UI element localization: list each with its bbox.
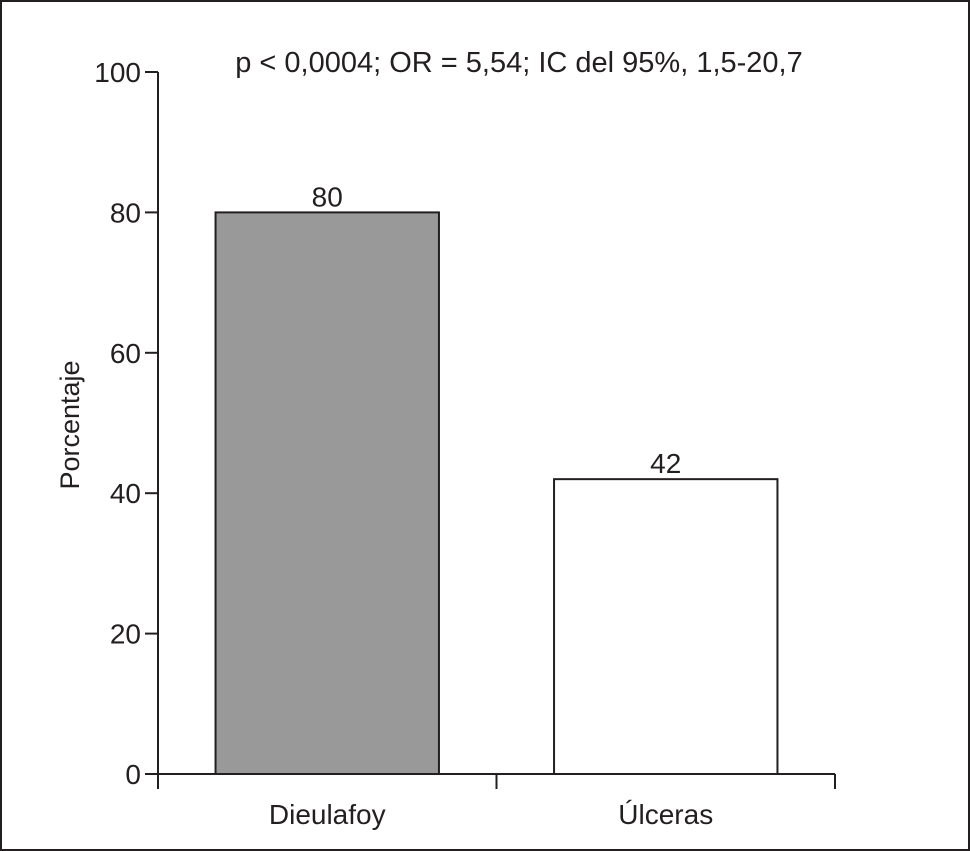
- y-tick-label: 20: [110, 619, 141, 650]
- y-axis: 0 20 40 60 80 100: [94, 57, 159, 790]
- y-tick-label: 60: [110, 338, 141, 369]
- bar-value-label: 80: [312, 181, 343, 212]
- bars: [214, 211, 779, 775]
- x-category-label: Úlceras: [618, 799, 713, 830]
- y-tick-label: 100: [94, 57, 141, 88]
- y-tick-label: 0: [125, 759, 141, 790]
- bar-value-labels: 80 42: [312, 181, 682, 479]
- y-axis-label: Porcentaje: [55, 360, 85, 489]
- bar-2: [553, 478, 779, 775]
- x-axis: Dieulafoy Úlceras: [157, 773, 836, 830]
- y-tick-label: 80: [110, 197, 141, 228]
- bar-1: [214, 211, 440, 775]
- x-category-label: Dieulafoy: [269, 799, 386, 830]
- y-tick-label: 40: [110, 478, 141, 509]
- bar-value-label: 42: [650, 448, 681, 479]
- chart-title: p < 0,0004; OR = 5,54; IC del 95%, 1,5-2…: [235, 47, 802, 79]
